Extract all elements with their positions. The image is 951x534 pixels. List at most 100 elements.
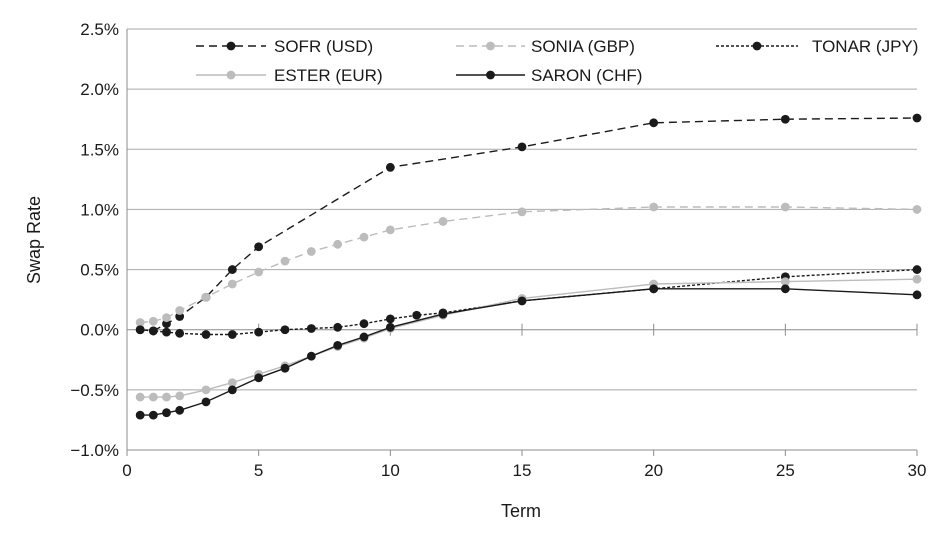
data-point (135, 325, 145, 335)
data-point (162, 392, 171, 402)
data-point (385, 225, 395, 235)
data-point (162, 327, 171, 337)
legend-marker (226, 70, 236, 80)
data-point (254, 373, 264, 383)
data-point (649, 202, 659, 212)
data-point (227, 385, 237, 395)
data-point (280, 256, 290, 266)
x-axis-title: Term (501, 501, 541, 521)
data-point (912, 265, 922, 274)
legend-label: ESTER (EUR) (274, 66, 383, 85)
data-point (780, 202, 790, 212)
legend-label: TONAR (JPY) (812, 37, 918, 56)
x-tick-label: 25 (776, 461, 795, 480)
legend-entry-sonia-gbp: SONIA (GBP) (456, 37, 635, 56)
data-point (438, 309, 448, 319)
data-point (254, 267, 264, 277)
series-line (140, 206, 918, 324)
series-line (140, 117, 918, 332)
data-point (359, 332, 369, 342)
data-point (385, 322, 395, 332)
data-point (254, 242, 264, 252)
data-point (148, 316, 158, 326)
data-point (780, 114, 790, 124)
data-point (912, 274, 922, 284)
data-point (780, 284, 790, 294)
data-point (280, 363, 290, 373)
data-point (162, 319, 171, 329)
data-point (333, 340, 343, 350)
data-point (201, 397, 211, 407)
series-ester-eur (135, 274, 922, 402)
series-tonar-jpy (135, 265, 922, 339)
data-point (135, 318, 145, 327)
data-point (912, 205, 922, 214)
series-line (140, 288, 918, 416)
data-point (280, 325, 290, 335)
y-tick-label: 2.0% (80, 80, 119, 99)
series-lines (135, 113, 922, 420)
data-point (438, 217, 448, 226)
data-point (135, 410, 145, 420)
data-point (254, 327, 264, 337)
data-point (227, 279, 237, 289)
data-point (148, 410, 158, 420)
legend-label: SOFR (USD) (274, 37, 373, 56)
legend-entry-sofr-usd: SOFR (USD) (196, 37, 373, 56)
series-saron-chf (135, 284, 922, 420)
data-point (201, 292, 211, 302)
data-point (517, 142, 527, 152)
data-point (162, 313, 171, 323)
x-tick-label: 30 (908, 461, 927, 480)
y-tick-label: 2.5% (80, 20, 119, 39)
gridlines (127, 28, 917, 451)
data-point (780, 277, 790, 286)
data-point (306, 324, 316, 333)
data-point (517, 207, 527, 217)
x-tick-label: 20 (644, 461, 663, 480)
legend-entry-tonar-jpy: TONAR (JPY) (716, 37, 918, 56)
data-point (333, 322, 343, 332)
data-point (912, 290, 922, 300)
data-point (175, 306, 185, 315)
legend-marker (486, 70, 495, 80)
data-point (175, 328, 185, 338)
data-point (359, 319, 369, 329)
x-tick-label: 10 (381, 461, 400, 480)
y-tick-label: 0.0% (80, 321, 119, 340)
y-tick-label: 1.5% (80, 140, 119, 159)
data-point (649, 284, 659, 294)
legend-entry-saron-chf: SARON (CHF) (456, 66, 642, 85)
series-sonia-gbp (135, 202, 922, 327)
legend-label: SARON (CHF) (531, 66, 642, 85)
x-tick-label: 5 (254, 461, 263, 480)
data-point (359, 232, 369, 242)
y-tick-label: 0.5% (80, 261, 119, 280)
data-point (135, 392, 145, 402)
data-point (306, 351, 316, 361)
y-tick-label: −0.5% (70, 381, 119, 400)
data-point (333, 239, 343, 249)
legend-label: SONIA (GBP) (531, 37, 635, 56)
data-point (148, 392, 158, 402)
data-point (227, 265, 237, 274)
data-point (306, 247, 316, 256)
y-tick-label: 1.0% (80, 200, 119, 219)
x-tick-label: 0 (122, 461, 131, 480)
data-point (162, 408, 171, 418)
data-point (649, 118, 659, 128)
legend: SOFR (USD) SONIA (GBP) TONAR (JPY) ESTER (E… (196, 37, 918, 85)
data-point (385, 162, 395, 172)
series-sofr-usd (135, 113, 922, 336)
series-line (140, 268, 918, 336)
data-point (201, 385, 211, 395)
legend-entry-ester-eur: ESTER (EUR) (196, 66, 383, 85)
x-tick-label: 15 (513, 461, 532, 480)
data-point (201, 330, 211, 339)
data-point (227, 378, 237, 388)
legend-marker (752, 41, 762, 51)
y-axis-title: Swap Rate (24, 196, 44, 284)
y-tick-label: −1.0% (70, 441, 119, 460)
data-point (148, 326, 158, 336)
